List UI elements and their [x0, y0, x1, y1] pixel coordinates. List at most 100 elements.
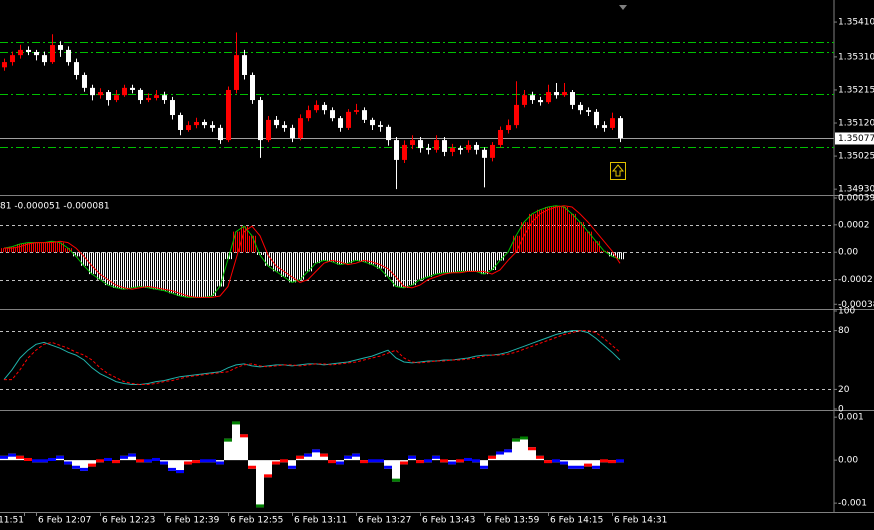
candle-body: [274, 119, 279, 126]
candle-body: [522, 95, 527, 105]
histogram-cap: [312, 449, 320, 453]
candle-body: [82, 74, 87, 88]
candle-body: [490, 144, 495, 158]
candle-body: [514, 104, 519, 126]
histogram-cap: [208, 459, 216, 463]
candle-body: [298, 118, 303, 138]
histogram-bar: [128, 453, 136, 461]
candle-body: [146, 97, 151, 101]
candle-body: [10, 55, 15, 63]
histogram-cap: [272, 461, 280, 465]
candle-body: [370, 119, 375, 126]
histogram-cap: [416, 460, 424, 464]
histogram-bar: [568, 460, 576, 469]
candle-body: [418, 140, 423, 149]
histogram-bar: [496, 451, 504, 461]
histogram-cap: [440, 459, 448, 463]
histogram-cap: [128, 453, 136, 457]
candle-body: [58, 45, 63, 50]
candle-body: [314, 104, 319, 111]
histogram-bar: [352, 453, 360, 461]
histogram-cap: [496, 451, 504, 455]
histogram-cap: [168, 467, 176, 471]
y-tick-label: 0.00: [838, 248, 858, 258]
indicator-header: 81 -0.000051 -0.000081: [0, 202, 110, 212]
x-tick-label: 6 Feb 14:31: [614, 516, 667, 526]
histogram-cap: [552, 459, 560, 463]
x-tick-label: 6 Feb 13:27: [358, 516, 411, 526]
histogram-bar: [8, 453, 16, 461]
histogram-cap: [424, 459, 432, 463]
candle-body: [66, 49, 71, 63]
histogram-bar: [248, 460, 256, 469]
candle-body: [266, 119, 271, 141]
x-tick-label: 6 Feb 14:15: [550, 516, 603, 526]
histogram-bar: [80, 460, 88, 471]
histogram-cap: [408, 455, 416, 459]
histogram-cap: [504, 449, 512, 453]
candle-body: [50, 45, 55, 63]
histogram-bar: [168, 460, 176, 471]
histogram-bar: [312, 449, 320, 461]
y-tick-label: 0.00: [838, 456, 858, 466]
candle-body: [386, 126, 391, 141]
indicator-line: [4, 330, 621, 385]
candle-body: [618, 118, 623, 138]
histogram-cap: [160, 461, 168, 465]
histogram-cap: [584, 463, 592, 467]
candle-body: [538, 100, 543, 103]
y-tick-label: 0.000396: [838, 194, 874, 204]
histogram-cap: [56, 455, 64, 459]
candle-body: [450, 148, 455, 152]
histogram-cap: [608, 460, 616, 464]
histogram-cap: [400, 461, 408, 465]
histogram-cap: [152, 457, 160, 461]
histogram-bar: [392, 460, 400, 482]
histogram-cap: [448, 461, 456, 465]
y-tick-label: 20: [838, 385, 850, 395]
candle-body: [570, 92, 575, 105]
candle-body: [218, 127, 223, 141]
y-tick-label: 1.35025: [838, 152, 874, 162]
current-price-label: 1.35077: [838, 134, 874, 144]
arrow-icon: [610, 162, 626, 180]
histogram-bar: [520, 436, 528, 461]
histogram-cap: [184, 461, 192, 465]
candle-body: [354, 110, 359, 112]
candle-body: [26, 49, 31, 52]
candle-body: [178, 115, 183, 130]
y-tick-label: 1.35215: [838, 85, 874, 95]
histogram-bar: [504, 449, 512, 461]
histogram-cap: [200, 459, 208, 463]
histogram-bar: [256, 460, 264, 508]
histogram-cap: [264, 474, 272, 478]
x-tick-label: 11:51: [0, 516, 24, 526]
x-tick-label: 6 Feb 12:07: [38, 516, 91, 526]
histogram-cap: [120, 455, 128, 459]
y-tick-label: -0.001: [838, 499, 867, 509]
candle-body: [186, 125, 191, 130]
histogram-cap: [576, 465, 584, 469]
histogram-cap: [72, 465, 80, 469]
candle-body: [346, 111, 351, 128]
candle-body: [170, 100, 175, 116]
candle-body: [322, 104, 327, 111]
histogram-cap: [568, 465, 576, 469]
histogram-cap: [544, 460, 552, 464]
candle-body: [162, 95, 167, 101]
histogram-cap: [0, 455, 8, 459]
candle-body: [154, 95, 159, 98]
candle-body: [410, 140, 415, 145]
histogram-cap: [96, 459, 104, 463]
candle-body: [122, 87, 127, 96]
y-tick-label: 0.001: [838, 413, 864, 423]
y-tick-label: 1.35120: [838, 119, 874, 129]
histogram-cap: [112, 460, 120, 464]
histogram-cap: [176, 470, 184, 474]
candle-body: [474, 144, 479, 150]
candle-body: [130, 87, 135, 90]
candle-body: [194, 121, 199, 126]
histogram-bar: [512, 438, 520, 461]
histogram-cap: [64, 461, 72, 465]
candle-body: [362, 110, 367, 120]
